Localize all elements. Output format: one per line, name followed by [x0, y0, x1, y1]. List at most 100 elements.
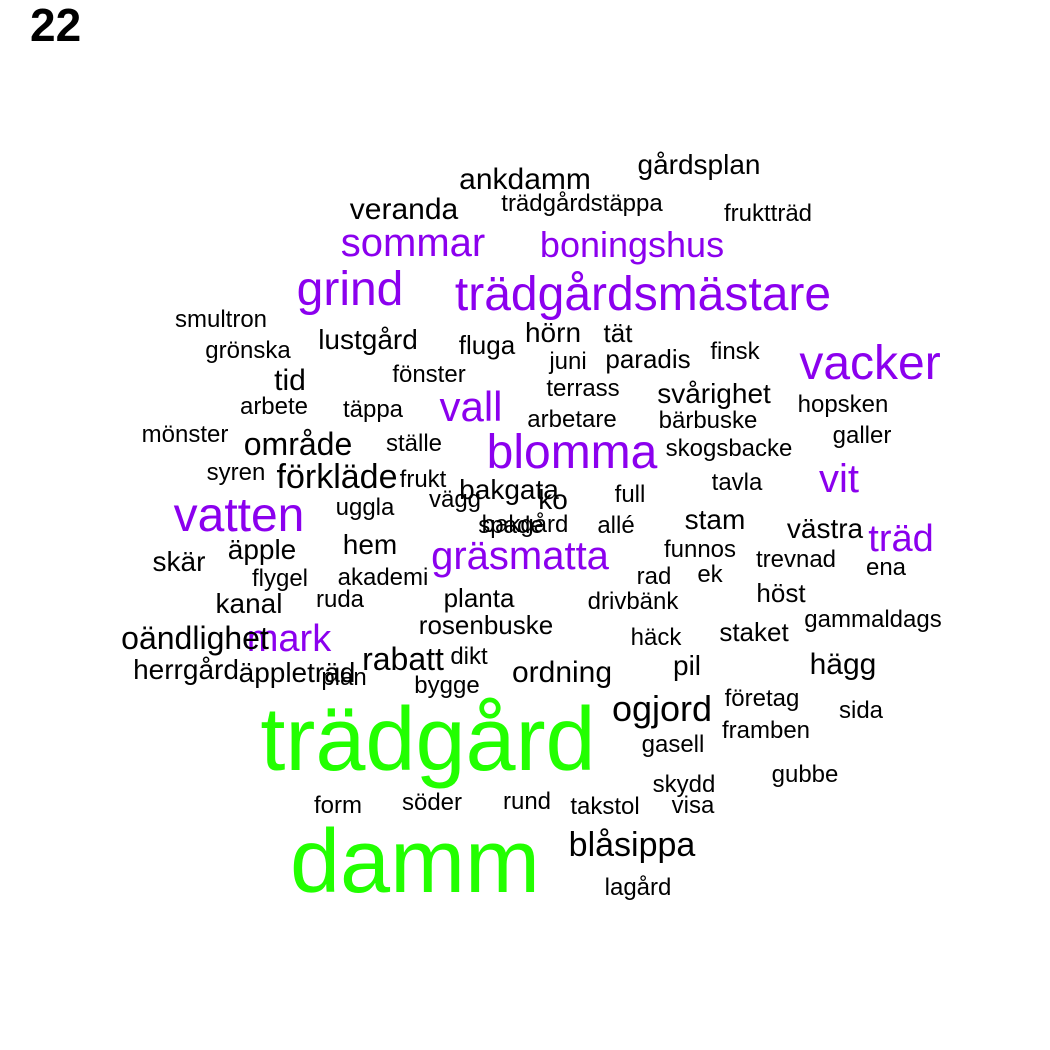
cloud-word-sommar: sommar	[340, 221, 486, 265]
cloud-word-blasippa: blåsippa	[568, 826, 696, 864]
cloud-word-akademi: akademi	[337, 564, 429, 591]
cloud-word-tradgardsmastare: trädgårdsmästare	[454, 268, 832, 321]
cloud-word-tavla: tavla	[711, 469, 763, 496]
cloud-word-pil: pil	[672, 650, 702, 681]
cloud-word-skogsbacke: skogsbacke	[665, 435, 793, 462]
cloud-word-bakgata: bakgata	[459, 474, 559, 505]
page-number: 22	[30, 0, 82, 51]
cloud-word-fluga: fluga	[458, 330, 516, 360]
cloud-word-damm: damm	[289, 812, 541, 912]
cloud-word-bakgard: bakgård	[481, 511, 569, 538]
cloud-word-vastra: västra	[786, 513, 864, 544]
cloud-word-mark: mark	[246, 618, 332, 660]
cloud-word-fonster: fönster	[392, 361, 466, 388]
cloud-word-stalle: ställe	[385, 430, 443, 457]
cloud-word-ogjord: ogjord	[611, 688, 713, 729]
cloud-word-forklade: förkläde	[276, 458, 398, 496]
cloud-word-funnos: funnos	[663, 536, 737, 563]
cloud-word-horn: hörn	[524, 317, 582, 348]
cloud-word-ordning: ordning	[511, 656, 613, 689]
cloud-word-rosenbuske: rosenbuske	[418, 610, 554, 640]
cloud-word-skydd: skydd	[652, 771, 716, 798]
cloud-word-hem: hem	[342, 529, 398, 560]
cloud-word-arbetare: arbetare	[527, 406, 617, 433]
cloud-word-lustgard: lustgård	[318, 324, 418, 355]
cloud-word-tat: tät	[603, 318, 633, 348]
cloud-word-vall: vall	[439, 383, 503, 430]
cloud-word-form: form	[314, 792, 362, 819]
cloud-word-plan: plan	[321, 664, 367, 691]
cloud-word-finsk: finsk	[710, 338, 760, 365]
cloud-word-stam: stam	[684, 504, 746, 535]
cloud-word-planta: planta	[443, 583, 515, 613]
cloud-word-trad: träd	[868, 518, 934, 560]
cloud-word-svarighet: svårighet	[657, 378, 771, 409]
cloud-word-host: höst	[756, 578, 806, 608]
cloud-word-gubbe: gubbe	[771, 761, 839, 788]
cloud-word-framben: framben	[721, 717, 811, 744]
cloud-word-monster: mönster	[141, 421, 229, 448]
cloud-word-gronska: grönska	[205, 337, 291, 364]
cloud-word-hack: häck	[630, 624, 682, 651]
cloud-word-vacker: vacker	[799, 337, 941, 390]
cloud-word-terrass: terrass	[546, 375, 620, 402]
cloud-word-rund: rund	[502, 788, 552, 815]
cloud-word-visa: visa	[671, 792, 715, 819]
cloud-word-boningshus: boningshus	[539, 224, 725, 265]
cloud-word-soder: söder	[401, 789, 463, 816]
cloud-word-sida: sida	[838, 697, 884, 724]
cloud-word-apple: äpple	[227, 534, 297, 565]
cloud-word-ko: ko	[538, 484, 568, 515]
cloud-word-vatten: vatten	[173, 489, 305, 542]
cloud-word-tradgardstappa: trädgårdstäppa	[501, 190, 663, 217]
cloud-word-spade: spade	[478, 512, 544, 539]
cloud-word-bygge: bygge	[414, 672, 480, 699]
cloud-word-appletrad: äppleträd	[238, 657, 356, 688]
cloud-word-rad: rad	[636, 563, 672, 590]
cloud-word-blomma: blomma	[486, 426, 658, 479]
cloud-word-veranda: veranda	[349, 193, 459, 226]
cloud-word-dikt: dikt	[450, 643, 488, 670]
cloud-word-juni: juni	[549, 348, 587, 375]
cloud-word-arbete: arbete	[239, 393, 309, 420]
cloud-word-uggla: uggla	[335, 494, 395, 521]
cloud-word-tappa: täppa	[342, 396, 404, 423]
cloud-word-flygel: flygel	[251, 565, 309, 592]
cloud-word-takstol: takstol	[570, 793, 640, 820]
cloud-word-hagg: hägg	[809, 648, 877, 681]
cloud-word-full: full	[614, 481, 646, 508]
cloud-word-staket: staket	[719, 617, 789, 647]
cloud-word-kanal: kanal	[215, 588, 283, 619]
cloud-word-gardsplan: gårdsplan	[637, 149, 761, 180]
cloud-word-skar: skär	[152, 546, 206, 577]
cloud-word-ruda: ruda	[315, 586, 365, 613]
cloud-word-rabatt: rabatt	[362, 641, 444, 677]
cloud-word-grasmatta: gräsmatta	[431, 534, 609, 578]
cloud-word-omrade: område	[243, 426, 353, 462]
cloud-word-tradgard: trädgård	[260, 690, 596, 790]
cloud-word-smultron: smultron	[174, 306, 268, 333]
cloud-word-alle: allé	[597, 512, 635, 539]
cloud-word-gammaldags: gammaldags	[804, 606, 942, 633]
cloud-word-oandlighet: oändlighet	[121, 620, 269, 656]
cloud-word-grind: grind	[296, 263, 404, 316]
cloud-word-vagg: vägg	[428, 486, 482, 513]
cloud-word-lagard: lagård	[604, 874, 672, 901]
cloud-word-paradis: paradis	[605, 344, 691, 374]
cloud-word-trevnad: trevnad	[755, 546, 837, 573]
cloud-word-foretag: företag	[724, 685, 800, 712]
cloud-word-frukttrad: fruktträd	[723, 200, 813, 227]
cloud-word-ek: ek	[697, 561, 723, 588]
cloud-word-tid: tid	[274, 364, 306, 397]
cloud-word-vit: vit	[819, 457, 859, 501]
cloud-word-frukt: frukt	[399, 466, 447, 493]
cloud-word-herrgard: herrgård	[133, 654, 239, 685]
cloud-word-galler: galler	[832, 422, 892, 449]
cloud-word-gasell: gasell	[641, 731, 705, 758]
cloud-word-ankdamm: ankdamm	[459, 163, 591, 196]
cloud-word-hopsken: hopsken	[797, 391, 889, 418]
cloud-word-drivbank: drivbänk	[587, 588, 679, 615]
cloud-word-barbuske: bärbuske	[658, 407, 758, 434]
